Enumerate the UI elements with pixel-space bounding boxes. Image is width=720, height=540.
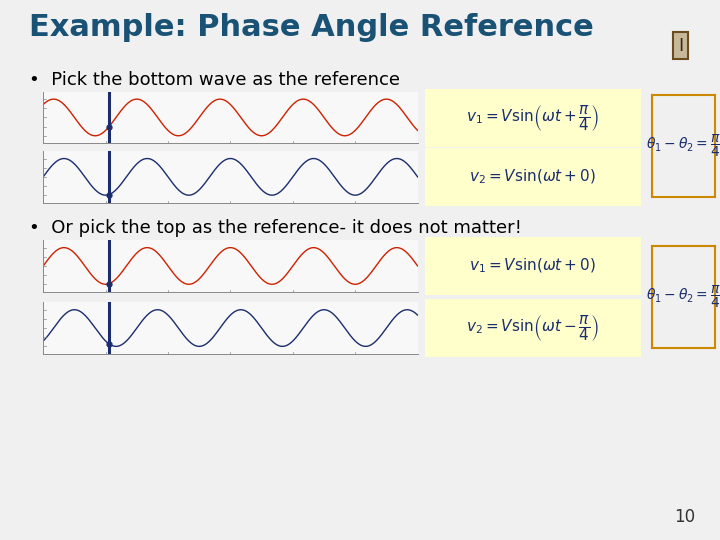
Text: I: I bbox=[678, 37, 683, 55]
Text: $\theta_1 - \theta_2 = \dfrac{\pi}{4}$: $\theta_1 - \theta_2 = \dfrac{\pi}{4}$ bbox=[646, 284, 720, 310]
Text: Example: Phase Angle Reference: Example: Phase Angle Reference bbox=[29, 14, 593, 43]
Text: $v_2 = V\sin\!\left(\omega t - \dfrac{\pi}{4}\right)$: $v_2 = V\sin\!\left(\omega t - \dfrac{\p… bbox=[467, 313, 599, 343]
Text: •  Pick the bottom wave as the reference: • Pick the bottom wave as the reference bbox=[29, 71, 400, 89]
Text: $v_1 = V\sin\!\left(\omega t + 0\right)$: $v_1 = V\sin\!\left(\omega t + 0\right)$ bbox=[469, 257, 596, 275]
Text: •  Or pick the top as the reference- it does not matter!: • Or pick the top as the reference- it d… bbox=[29, 219, 522, 237]
Text: 10: 10 bbox=[674, 509, 695, 526]
Text: $\theta_1 - \theta_2 = \dfrac{\pi}{4}$: $\theta_1 - \theta_2 = \dfrac{\pi}{4}$ bbox=[646, 133, 720, 159]
Text: $v_2 = V\sin\!\left(\omega t + 0\right)$: $v_2 = V\sin\!\left(\omega t + 0\right)$ bbox=[469, 168, 596, 186]
Text: $v_1 = V\sin\!\left(\omega t + \dfrac{\pi}{4}\right)$: $v_1 = V\sin\!\left(\omega t + \dfrac{\p… bbox=[467, 103, 599, 133]
